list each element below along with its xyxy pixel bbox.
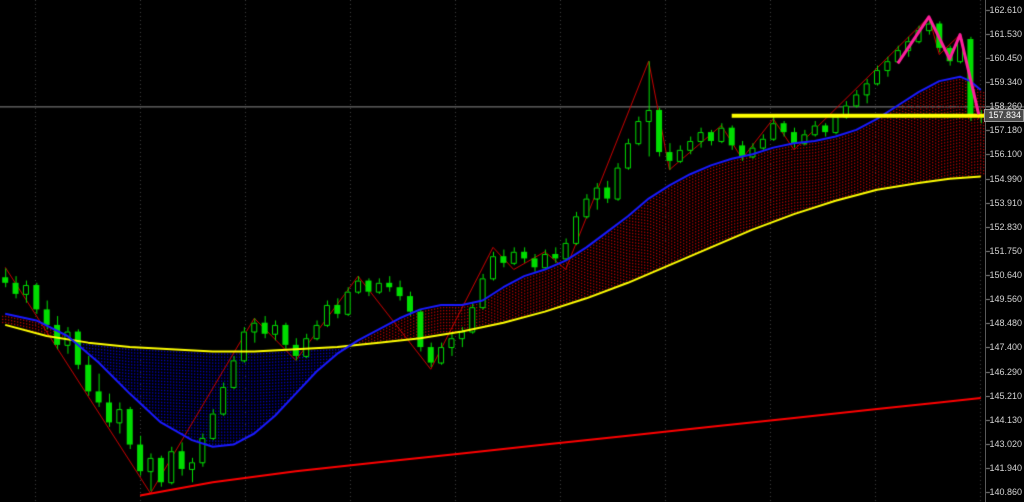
- current-price-badge: 157.834: [984, 108, 1024, 122]
